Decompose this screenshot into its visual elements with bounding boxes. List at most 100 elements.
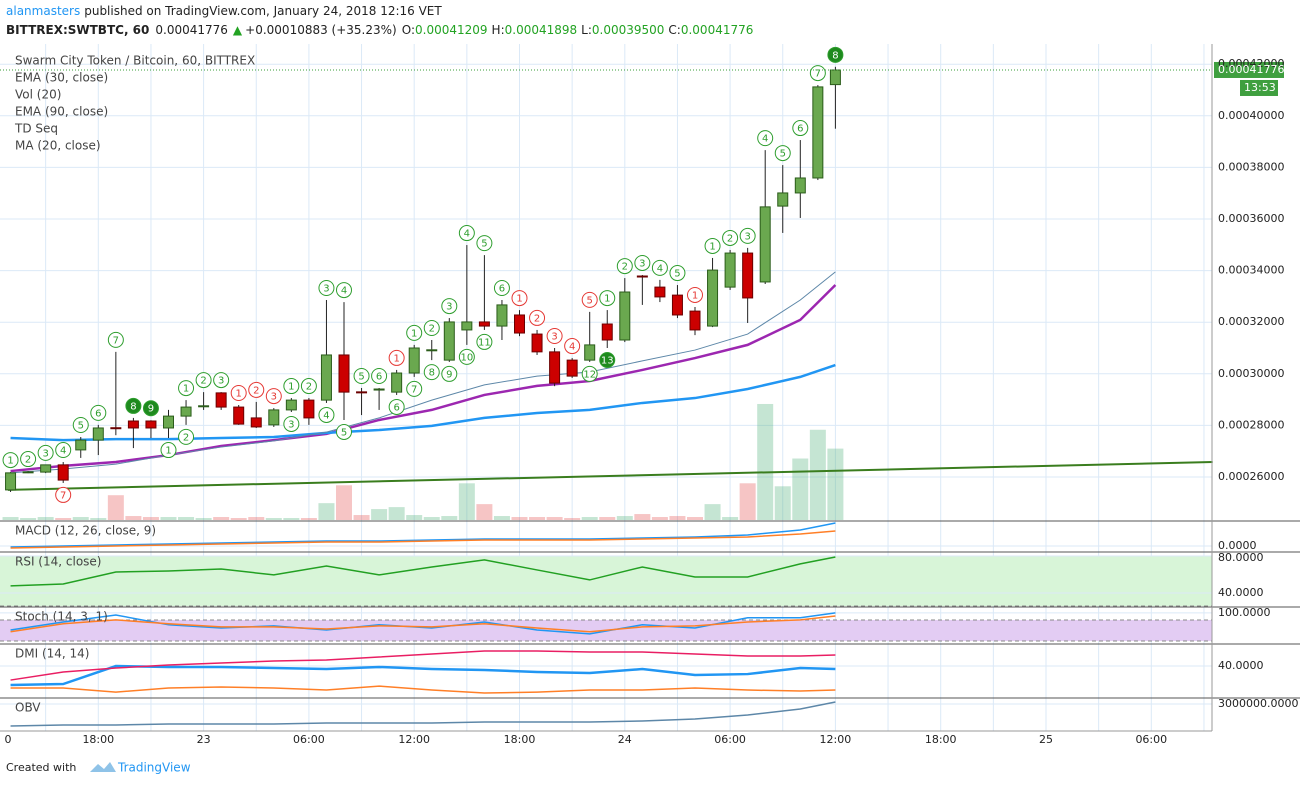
legend-entry: Vol (20) [15,88,61,102]
indicator-line [10,701,836,727]
volume-bar [827,448,844,520]
candle-body [549,351,561,384]
td-seq-label: 12 [583,369,596,380]
candle-body [250,417,262,428]
td-seq-label: 3 [551,331,557,342]
td-seq-label: 1 [411,328,417,339]
td-seq-label: 2 [534,313,540,324]
overlay-line [10,271,836,474]
candle-body [461,321,473,331]
c: 0.00041776 [681,23,754,37]
td-seq-marker [2,452,19,469]
volume-bar [160,517,177,520]
td-seq-marker [388,398,405,415]
c-label: C: [668,23,680,37]
td-seq-marker [388,349,405,366]
td-seq-marker [300,378,317,395]
indicator-line [10,615,836,633]
td-seq-label: 7 [411,384,417,395]
published: published on TradingView.com, January 24… [84,4,442,18]
volume-bar [493,516,510,520]
volume-bar [774,486,791,520]
td-seq-marker [687,286,703,303]
header-line-2: BITTREX:SWTBTC, 60 0.00041776 ▲ +0.00010883… [6,23,753,37]
td-seq-marker [336,282,352,299]
candle-body [654,286,666,298]
candle-body [408,347,420,374]
indicator-line [10,556,836,587]
td-seq-label: 3 [744,231,750,242]
candle-body [75,439,87,451]
x-tick-label: 0 [5,733,12,746]
author[interactable]: alanmasters [6,4,80,18]
td-seq-marker [178,428,195,445]
td-seq-label: 4 [657,263,663,274]
td-seq-marker [37,444,54,461]
volume-bar [90,518,107,520]
td-seq-marker [599,290,616,307]
rsi-band [0,556,1212,606]
marks [0,46,1284,727]
candle-body [636,275,648,278]
td-seq-label: 6 [376,371,382,382]
trendline [7,461,1213,491]
candle-body [759,206,771,283]
candle-body [777,192,789,207]
legend-entry: TD Seq [14,122,58,136]
td-seq-marker [704,237,721,254]
candle-body [285,399,297,411]
x-tick-label: 24 [618,733,632,746]
td-seq-label: 1 [165,446,171,457]
td-seq-marker [336,423,352,440]
td-seq-label: 4 [762,134,768,145]
candle-body [127,420,139,429]
legend-entry: EMA (90, close) [15,105,108,119]
x-tick-label: 18:00 [504,733,536,746]
candle-body [671,294,683,316]
candle-body [601,323,613,341]
td-seq-marker [441,298,458,315]
logo [90,762,116,772]
td-seq-label: 8 [832,50,838,61]
volume-bar [651,517,668,520]
td-seq-marker [423,364,440,381]
td-seq-label: 5 [587,295,593,306]
panel-tick-label: 0.0000 [1218,539,1257,552]
x-tick-label: 18:00 [82,733,114,746]
candle-body [584,344,596,361]
td-seq-marker [476,235,493,252]
candle-body [198,405,210,408]
td-seq-label: 4 [60,446,66,457]
volume-bar [687,517,703,520]
volume-bar [704,504,721,520]
td-seq-label: 3 [446,302,452,313]
footer-brand[interactable]: TradingView [117,761,191,775]
td-seq-marker [406,380,423,397]
volume-bar [529,517,546,520]
td-seq-label: 5 [341,427,347,438]
y-tick-label: 0.00032000 [1218,315,1284,328]
candle-body [110,427,122,430]
candle-body [268,409,280,426]
candle-body [92,427,104,441]
td-seq-label: 4 [323,410,329,421]
td-seq-marker [213,372,230,389]
symbol: BITTREX:SWTBTC, 60 [6,23,149,37]
volume-bar [441,516,458,520]
h-label: H: [492,23,505,37]
volume-bar [792,458,809,520]
td-seq-label: 9 [148,404,154,415]
overlay-line [10,284,837,473]
indicator-line [10,530,836,549]
y-tick-label: 0.00042000 [1218,57,1284,70]
td-seq-label: 7 [815,69,821,80]
panel-tick-label: 40.0000 [1218,659,1264,672]
volume-bar [230,518,247,520]
td-seq-marker [529,309,546,326]
td-seq-marker [546,327,563,344]
indicator-line [10,685,836,694]
td-seq-label: 1 [393,353,399,364]
td-seq-label: 1 [7,456,13,467]
candle-body [57,464,69,481]
